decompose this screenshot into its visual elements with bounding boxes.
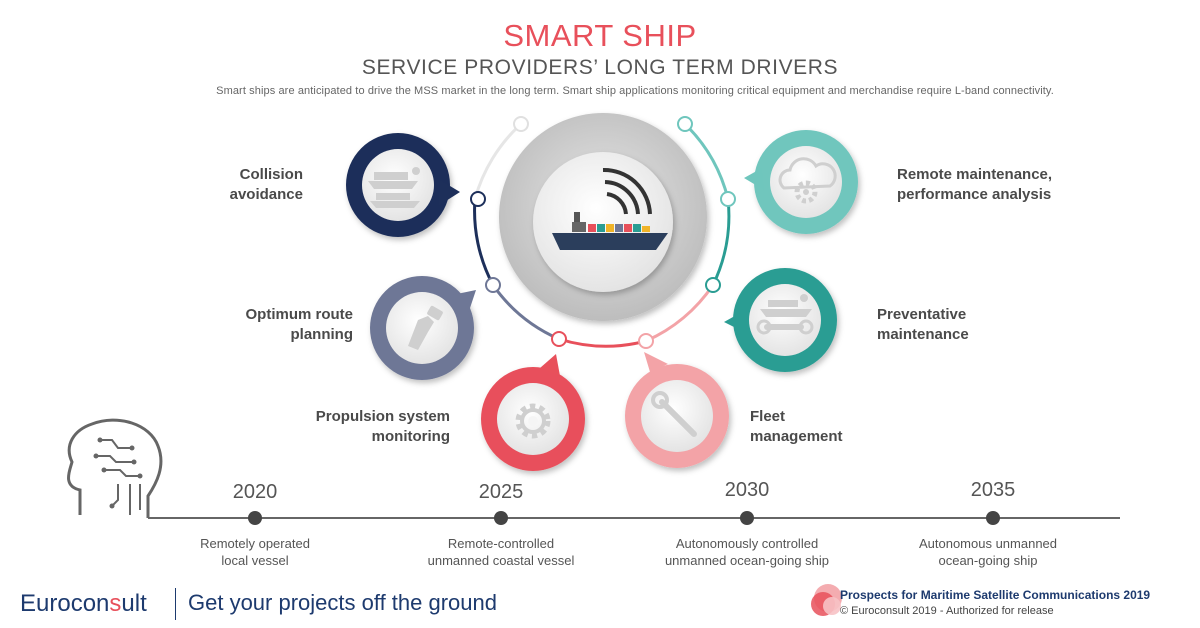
wrench-icon [651,391,697,437]
cloud-gear-icon [778,157,837,204]
driver-bubble-collision [346,133,460,237]
euroconsult-logo-text: Euroconsult [20,590,147,617]
driver-bubble-remote [744,130,858,234]
gear-icon [515,403,551,439]
timeline-label: Remote-controlled unmanned coastal vessel [427,536,575,568]
timeline-marker-2030 [740,511,754,525]
footer-divider [175,588,176,620]
driver-bubble-propulsion [481,354,585,471]
euroconsult-logo-mark [811,584,842,616]
driver-label-remote: Remote maintenance, performance analysis [897,166,1053,203]
tagline: Get your projects off the ground [188,590,497,615]
timeline-marker-2020 [248,511,262,525]
timeline [148,511,1120,525]
ship-wrench-icon [756,294,814,335]
driver-label-route: Optimum route planning [245,306,354,343]
copyright-notice: © Euroconsult 2019 - Authorized for rele… [840,605,1054,617]
connected-ship-icon [552,167,668,250]
timeline-year: 2030 [724,479,770,501]
driver-bubble-route [370,276,476,380]
driver-label-propulsion: Propulsion system monitoring [315,408,450,445]
page-subtitle: SERVICE PROVIDERS’ LONG TERM DRIVERS [361,56,839,79]
ring-nodes [470,116,736,349]
page-title: SMART SHIP [503,18,697,53]
timeline-year: 2025 [478,481,524,503]
outer-ring [473,122,731,348]
timeline-label: Autonomously controlled unmanned ocean-go… [664,536,830,568]
timeline-year: 2035 [970,479,1016,501]
center-hub [499,113,707,321]
timeline-marker-2035 [986,511,1000,525]
fuel-pump-icon [408,305,443,350]
ai-head-icon [67,418,163,518]
driver-label-preventative: Preventative maintenance [877,306,969,343]
timeline-year: 2020 [232,481,278,503]
timeline-marker-2025 [494,511,508,525]
ship-radar-icon [368,167,420,208]
driver-bubble-preventative [724,268,837,372]
driver-bubble-fleet [625,352,729,468]
intro-text: Smart ships are anticipated to drive the… [216,85,1054,97]
publication-title: Prospects for Maritime Satellite Communi… [840,588,1151,602]
driver-label-collision: Collision avoidance [229,166,303,203]
timeline-label: Autonomous unmanned ocean-going ship [918,536,1058,568]
timeline-label: Remotely operated local vessel [200,536,310,568]
driver-label-fleet: Fleet management [750,408,843,445]
